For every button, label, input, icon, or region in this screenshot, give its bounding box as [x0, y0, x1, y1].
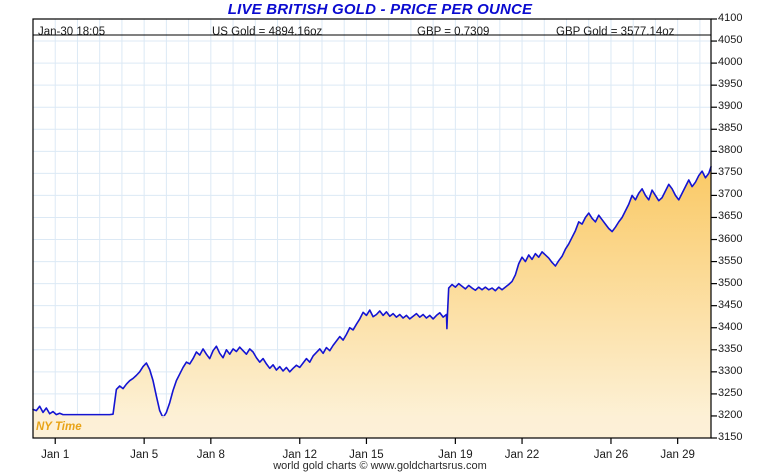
footer-credit: world gold charts © www.goldchartsrus.co… [273, 460, 487, 472]
y-tick-label: 3450 [718, 298, 743, 311]
y-tick-label: 3400 [718, 320, 743, 333]
y-tick-label: 3500 [718, 276, 743, 289]
y-tick-label: 3550 [718, 254, 743, 267]
y-tick-label: 3600 [718, 232, 743, 245]
info-datetime: Jan-30 18:05 [38, 26, 106, 38]
x-tick-label: Jan 12 [282, 449, 318, 461]
x-tick-label: Jan 8 [196, 449, 225, 461]
timezone-band [33, 416, 711, 438]
x-tick-label: Jan 1 [41, 449, 70, 461]
x-tick-label: Jan 22 [504, 449, 540, 461]
info-gbp-rate: GBP = 0.7309 [417, 26, 490, 38]
y-tick-label: 3250 [718, 386, 743, 399]
info-us-gold: US Gold = 4894.16oz [212, 26, 323, 38]
y-axis-ticks [711, 18, 717, 439]
x-tick-label: Jan 5 [130, 449, 159, 461]
x-tick-label: Jan 19 [438, 449, 473, 461]
y-tick-label: 3700 [718, 188, 743, 201]
y-tick-label: 3650 [718, 210, 743, 223]
area-fill [33, 166, 711, 438]
y-tick-label: 3300 [718, 364, 743, 377]
y-tick-label: 3950 [718, 78, 743, 91]
y-tick-label: 3200 [718, 408, 743, 421]
x-axis-ticks [54, 438, 679, 444]
x-tick-label: Jan 26 [593, 449, 629, 461]
y-tick-label: 3800 [718, 144, 743, 157]
timezone-note: NY Time [36, 421, 82, 433]
price-line [32, 165, 712, 419]
x-tick-label: Jan 15 [349, 449, 384, 461]
page-title: LIVE BRITISH GOLD - PRICE PER OUNCE [227, 1, 533, 18]
plot-frame [32, 18, 712, 439]
y-tick-label: 3900 [718, 100, 743, 113]
y-tick-label: 3150 [718, 431, 743, 443]
y-tick-label: 3750 [718, 166, 743, 179]
y-tick-label: 4100 [718, 12, 743, 24]
y-tick-label: 4050 [718, 34, 743, 47]
info-gbp-gold: GBP Gold = 3577.14oz [556, 26, 675, 38]
x-tick-label: Jan 29 [660, 449, 695, 461]
y-tick-label: 3850 [718, 122, 743, 135]
y-tick-label: 4000 [718, 56, 743, 69]
y-tick-label: 3350 [718, 342, 743, 355]
